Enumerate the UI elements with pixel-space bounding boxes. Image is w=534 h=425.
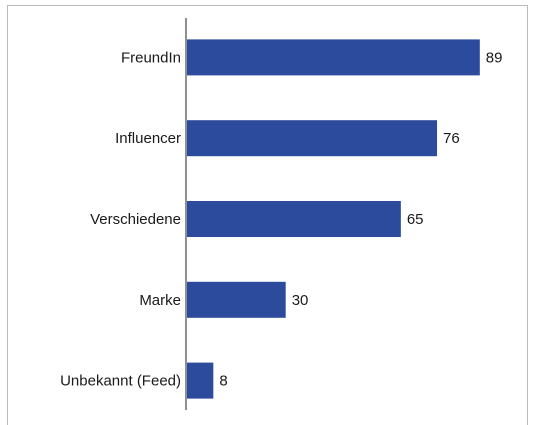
category-label: Verschiedene bbox=[90, 211, 181, 228]
bar bbox=[187, 362, 214, 399]
bar bbox=[187, 120, 438, 157]
category-label: FreundIn bbox=[121, 49, 181, 66]
value-label: 76 bbox=[443, 130, 460, 147]
value-label: 65 bbox=[407, 211, 424, 228]
bar bbox=[187, 201, 401, 237]
category-label: Unbekannt (Feed) bbox=[60, 373, 181, 390]
value-label: 89 bbox=[486, 49, 503, 66]
bar bbox=[187, 281, 286, 318]
value-label: 8 bbox=[219, 373, 227, 390]
category-label: Marke bbox=[139, 292, 181, 309]
value-label: 30 bbox=[292, 292, 309, 309]
bar bbox=[187, 39, 480, 76]
category-label: Influencer bbox=[115, 130, 181, 147]
frame bbox=[7, 5, 528, 425]
